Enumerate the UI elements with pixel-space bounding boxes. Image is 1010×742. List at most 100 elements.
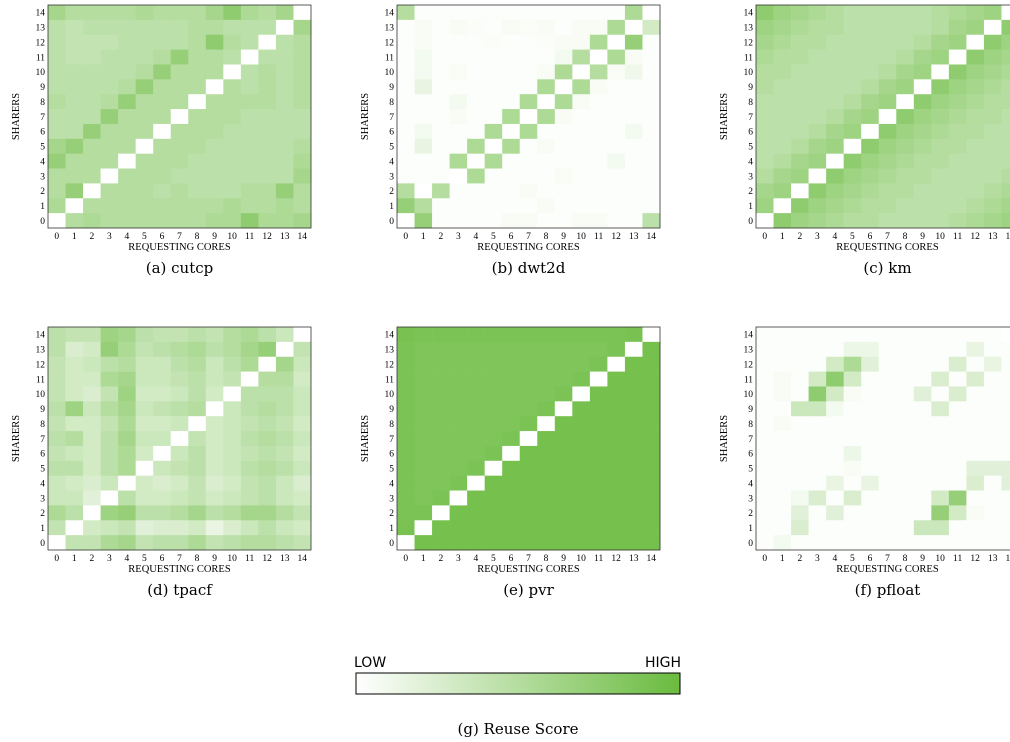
y-tick-label: 9 [748, 83, 753, 93]
heatmap-cell [554, 5, 573, 21]
heatmap-cell [467, 431, 485, 447]
heatmap-cell [100, 416, 119, 432]
heatmap-cell [537, 109, 556, 125]
heatmap-cell [397, 34, 415, 50]
heatmap-cell [293, 79, 312, 95]
heatmap-cell [913, 183, 932, 199]
heatmap-cell [843, 460, 862, 476]
x-tick-label: 5 [142, 232, 147, 242]
heatmap-cell [843, 475, 862, 491]
heatmap-cell [153, 341, 172, 358]
heatmap-cell [756, 123, 774, 140]
heatmap-cell [607, 153, 626, 169]
heatmap-cell [1001, 198, 1010, 214]
heatmap-cell [983, 490, 1002, 506]
heatmap-cell [467, 34, 485, 50]
heatmap-cell [484, 341, 503, 358]
heatmap-cell [843, 138, 862, 154]
heatmap-cell [118, 401, 136, 417]
heatmap-cell [843, 490, 862, 506]
heatmap-cell [808, 168, 827, 184]
y-tick-label: 1 [40, 524, 45, 534]
x-tick-label: 0 [54, 554, 59, 564]
heatmap-cell [170, 5, 189, 21]
heatmap-cell [1001, 94, 1010, 110]
heatmap-cell [275, 123, 294, 140]
heatmap-cell [878, 401, 897, 417]
heatmap-cell [432, 341, 450, 358]
heatmap-cell [1001, 445, 1010, 462]
heatmap-cell [484, 416, 503, 432]
heatmap-cell [589, 490, 608, 506]
heatmap-cell [983, 168, 1002, 184]
heatmap-cell [502, 79, 521, 95]
heatmap-cell [642, 168, 661, 184]
heatmap-cell [240, 79, 259, 95]
heatmap-cell [826, 19, 844, 36]
heatmap-cell [808, 123, 827, 140]
legend-high-label: HIGH [645, 655, 681, 671]
heatmap-cell [519, 490, 538, 506]
heatmap-cell [896, 79, 915, 95]
heatmap-cell [554, 505, 573, 521]
heatmap-cell [258, 490, 277, 506]
heatmap-cell [397, 198, 415, 214]
heatmap-cell [275, 535, 294, 551]
heatmap-cell [170, 341, 189, 358]
heatmap-cell [808, 490, 827, 506]
heatmap-cell [791, 123, 809, 140]
heatmap-cell [861, 49, 880, 65]
heatmap-cell [773, 64, 792, 80]
heatmap-cell [607, 535, 626, 551]
heatmap-cell [432, 138, 450, 154]
heatmap-cell [913, 386, 932, 402]
heatmap-cell [153, 490, 172, 506]
heatmap-cell [791, 490, 809, 506]
heatmap-cell [432, 401, 450, 417]
heatmap-cell [170, 505, 189, 521]
heatmap-cell [258, 198, 277, 214]
heatmap-cell [293, 34, 312, 50]
heatmap-cell [275, 79, 294, 95]
heatmap-cell [449, 371, 468, 387]
heatmap-cell [502, 356, 521, 372]
heatmap-cell [931, 34, 950, 50]
plot-frame [47, 4, 312, 229]
heatmap-cell [861, 386, 880, 402]
heatmap-cell [808, 5, 827, 21]
x-tick-label: 6 [160, 554, 165, 564]
heatmap-cell [773, 79, 792, 95]
heatmap-cell [826, 535, 844, 551]
y-tick-label: 4 [40, 479, 45, 489]
heatmap-cell [791, 371, 809, 387]
heatmap-cell [153, 505, 172, 521]
heatmap-cell [913, 94, 932, 110]
heatmap-cell [756, 505, 774, 521]
heatmap-cell [791, 153, 809, 169]
heatmap-cell [537, 505, 556, 521]
heatmap-cell [153, 475, 172, 491]
heatmap-cell [414, 153, 433, 169]
heatmap-cell [878, 64, 897, 80]
heatmap-cell [589, 341, 608, 358]
heatmap-cell [913, 123, 932, 140]
heatmap-cell [118, 460, 136, 476]
heatmap-cell [931, 213, 950, 229]
heatmap-cell [913, 153, 932, 169]
heatmap-cell [153, 371, 172, 387]
heatmap-cell [861, 341, 880, 358]
heatmap-cell [397, 64, 415, 80]
y-tick-label: 14 [385, 9, 395, 19]
heatmap-cell [773, 19, 792, 36]
heatmap-cell [83, 445, 101, 462]
heatmap-cell [589, 460, 608, 476]
heatmap-cell [589, 356, 608, 372]
heatmap-cell [808, 460, 827, 476]
heatmap-cell [502, 386, 521, 402]
heatmap-cell [135, 49, 154, 65]
heatmap-cell [240, 416, 259, 432]
heatmap-cell [170, 401, 189, 417]
heatmap-cell [118, 183, 136, 199]
heatmap-cell [414, 386, 433, 402]
heatmap-cell [240, 168, 259, 184]
